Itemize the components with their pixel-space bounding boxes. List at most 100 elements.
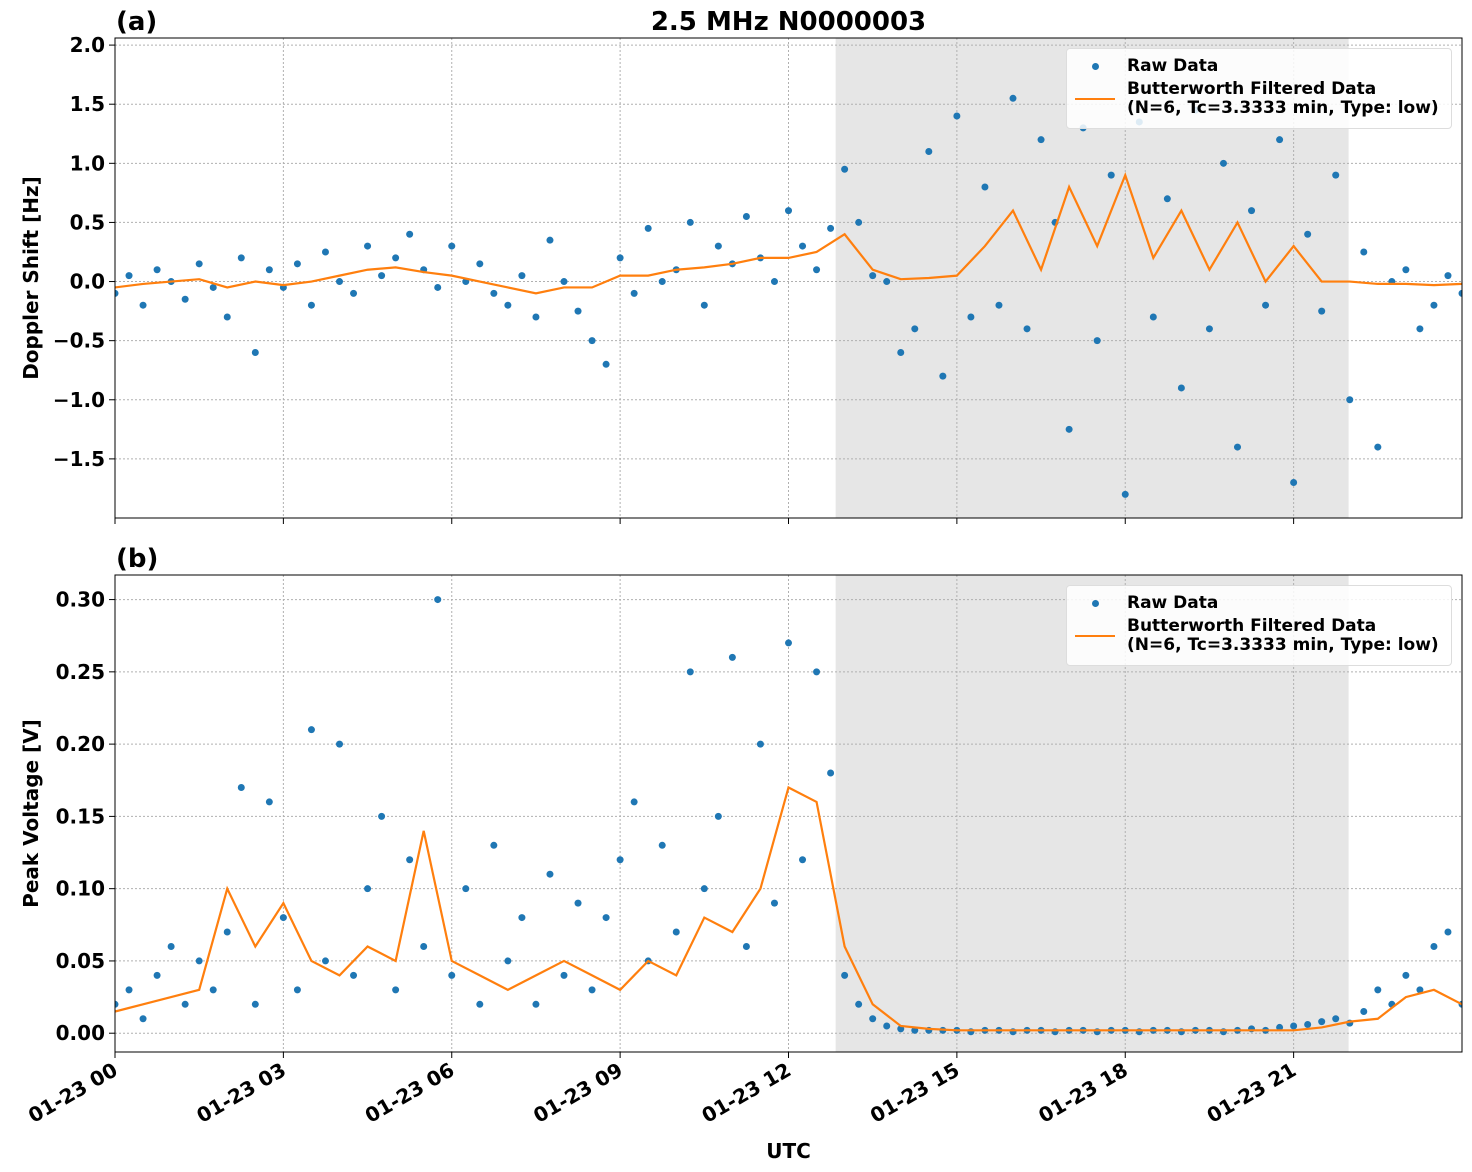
raw-point [490, 841, 498, 849]
raw-point [995, 301, 1003, 309]
raw-point [1107, 171, 1115, 179]
raw-point [967, 313, 975, 321]
raw-point [602, 914, 610, 922]
y-axis-label: Peak Voltage [V] [19, 719, 43, 908]
raw-point [378, 272, 386, 280]
x-tick-label: 01-23 18 [1034, 1058, 1132, 1128]
legend-label: Butterworth Filtered Data (N=6, Tc=3.333… [1127, 79, 1439, 118]
raw-point [1346, 396, 1354, 404]
raw-point [827, 224, 835, 232]
filtered-line [115, 171, 1462, 295]
raw-point [321, 957, 329, 965]
raw-point [1248, 207, 1256, 215]
raw-point [602, 360, 610, 368]
y-tick-label: 0.10 [56, 877, 105, 901]
raw-point [728, 653, 736, 661]
raw-point [742, 942, 750, 950]
y-tick-label: 1.0 [70, 151, 105, 175]
raw-point [560, 971, 568, 979]
raw-point [714, 242, 722, 250]
raw-point [813, 668, 821, 676]
raw-point [504, 957, 512, 965]
raw-point [251, 1000, 259, 1008]
raw-point [546, 236, 554, 244]
raw-point [378, 812, 386, 820]
raw-point [265, 798, 273, 806]
raw-point [672, 928, 680, 936]
raw-point [448, 971, 456, 979]
raw-point [448, 242, 456, 250]
y-tick-label: 0.25 [56, 660, 105, 684]
legend: Raw Data Butterworth Filtered Data (N=6, … [1066, 48, 1452, 129]
legend-entry: Butterworth Filtered Data (N=6, Tc=3.333… [1075, 80, 1439, 118]
raw-point [504, 301, 512, 309]
y-tick-label: 0.0 [70, 270, 105, 294]
raw-point [350, 971, 358, 979]
raw-point [115, 289, 119, 297]
raw-point [462, 885, 470, 893]
raw-point [841, 165, 849, 173]
raw-point [827, 769, 835, 777]
legend-entry: Raw Data [1075, 57, 1439, 76]
x-tick-label: 01-23 15 [866, 1058, 964, 1128]
raw-point [364, 885, 372, 893]
raw-point [770, 899, 778, 907]
legend-label: Raw Data [1127, 593, 1219, 613]
raw-point [700, 301, 708, 309]
raw-point [251, 348, 259, 356]
raw-point [1360, 1008, 1368, 1016]
legend-key [1075, 57, 1115, 76]
raw-point [1304, 230, 1312, 238]
raw-point [925, 147, 933, 155]
raw-point [616, 254, 624, 262]
raw-point [1332, 171, 1340, 179]
legend-dot [1092, 63, 1099, 70]
raw-point [1332, 1015, 1340, 1023]
x-tick-label: 01-23 21 [1203, 1058, 1301, 1128]
y-tick-label: 0.30 [56, 588, 105, 612]
raw-point [616, 856, 624, 864]
raw-point [785, 639, 792, 647]
raw-point [560, 278, 568, 286]
raw-point [321, 248, 329, 256]
raw-point [125, 986, 133, 994]
raw-point [588, 337, 596, 345]
raw-point [181, 295, 189, 303]
raw-point [1093, 337, 1101, 345]
raw-point [630, 798, 638, 806]
y-tick-label: 0.00 [56, 1021, 105, 1045]
x-tick-label: 01-23 09 [529, 1058, 627, 1128]
raw-point [799, 242, 807, 250]
y-tick-label: −1.0 [53, 388, 105, 412]
raw-point [336, 278, 343, 286]
raw-point [518, 914, 526, 922]
raw-point [115, 1000, 119, 1008]
raw-point [658, 278, 666, 286]
raw-point [630, 289, 638, 297]
legend-line [1075, 635, 1115, 637]
raw-point [307, 726, 315, 734]
raw-point [1262, 301, 1270, 309]
plot-area [115, 94, 1462, 498]
raw-point [1458, 289, 1462, 297]
raw-point [1234, 443, 1241, 451]
x-axis-label: UTC [766, 1139, 811, 1163]
raw-point [518, 272, 526, 280]
raw-point [714, 812, 722, 820]
raw-point [195, 957, 203, 965]
y-tick-label: 1.5 [70, 92, 105, 116]
raw-point [981, 183, 989, 191]
raw-point [855, 218, 863, 226]
raw-point [1149, 313, 1157, 321]
raw-point [686, 218, 694, 226]
raw-point [237, 254, 245, 262]
raw-point [756, 740, 764, 748]
raw-point [293, 986, 301, 994]
raw-point [1205, 325, 1213, 333]
raw-point [939, 372, 947, 380]
raw-point [209, 283, 217, 291]
raw-point [223, 313, 231, 321]
raw-point [911, 325, 919, 333]
y-tick-label: −1.5 [53, 447, 105, 471]
raw-point [644, 224, 652, 232]
